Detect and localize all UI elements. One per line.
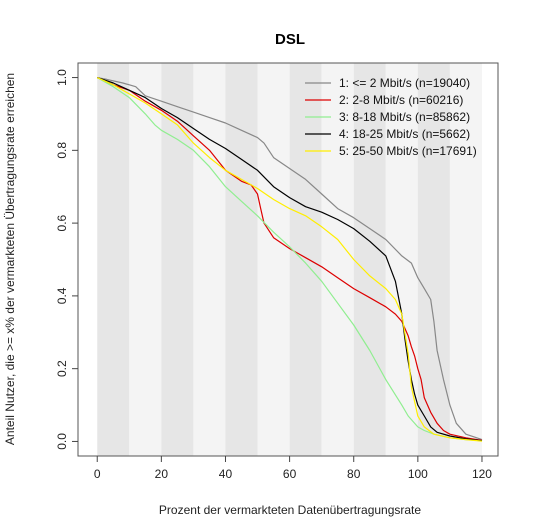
series-line-3 (96, 77, 483, 442)
background-band (161, 63, 194, 456)
series-line-1 (97, 77, 483, 441)
y-tick-label: 0.4 (55, 287, 69, 304)
plot-frame (77, 62, 499, 457)
x-tick-label: 20 (155, 467, 169, 481)
legend-label: 5: 25-50 Mbit/s (n=17691) (339, 144, 477, 158)
background-band (449, 63, 482, 456)
background-band (225, 63, 258, 456)
x-axis: 0 20 40 60 80 100 120 (94, 456, 492, 481)
series-line-2 (96, 77, 483, 441)
x-tick-label: 120 (472, 467, 492, 481)
x-tick-label: 0 (94, 467, 101, 481)
background-band (321, 63, 354, 456)
y-tick-label: 0.2 (55, 360, 69, 377)
legend-label: 4: 18-25 Mbit/s (n=5662) (339, 127, 470, 141)
y-axis: 0.0 0.2 0.4 0.6 0.8 1.0 (55, 69, 78, 450)
series-line-5 (96, 77, 483, 442)
x-tick-label: 40 (219, 467, 233, 481)
y-tick-label: 0.8 (55, 142, 69, 159)
legend: 1: <= 2 Mbit/s (n=19040) 2: 2-8 Mbit/s (n… (305, 76, 477, 158)
x-tick-label: 80 (347, 467, 361, 481)
background-band (289, 63, 322, 456)
series-lines (96, 77, 483, 442)
y-tick-label: 0.0 (55, 433, 69, 450)
background-band (97, 63, 130, 456)
legend-label: 1: <= 2 Mbit/s (n=19040) (339, 76, 470, 90)
background-band (353, 63, 386, 456)
y-tick-label: 0.6 (55, 214, 69, 231)
y-axis-label: Anteil Nutzer, die >= x% der vermarktete… (3, 73, 17, 445)
background-band (193, 63, 226, 456)
background-band (257, 63, 290, 456)
x-axis-label: Prozent der vermarkteten Datenübertragun… (159, 503, 421, 517)
legend-label: 3: 8-18 Mbit/s (n=85862) (339, 110, 470, 124)
x-tick-label: 100 (408, 467, 428, 481)
background-band (129, 63, 162, 456)
series-line-4 (97, 77, 483, 442)
background-bands (97, 63, 482, 456)
x-tick-label: 60 (283, 467, 297, 481)
legend-label: 2: 2-8 Mbit/s (n=60216) (339, 93, 463, 107)
y-tick-label: 1.0 (55, 69, 69, 86)
chart-title: DSL (275, 31, 305, 48)
